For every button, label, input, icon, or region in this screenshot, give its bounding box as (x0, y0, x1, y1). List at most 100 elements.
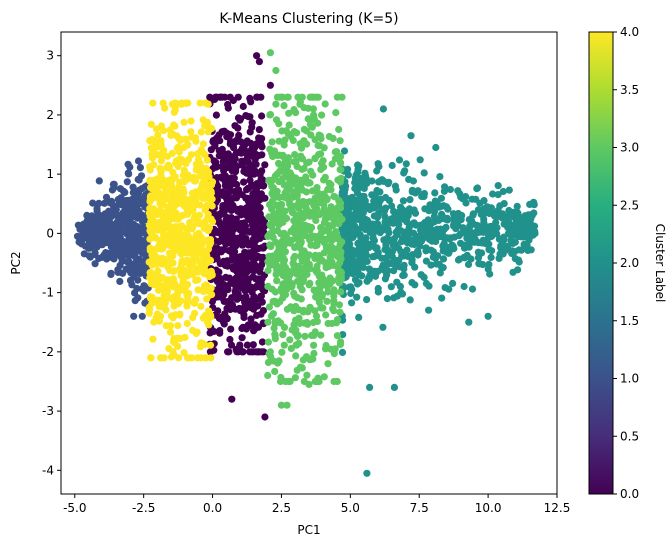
point-cluster-2 (436, 269, 444, 277)
point-cluster-3 (326, 274, 334, 282)
point-cluster-3 (288, 326, 296, 334)
point-cluster-1 (110, 180, 118, 188)
point-cluster-4 (157, 157, 165, 165)
point-cluster-3 (302, 204, 310, 212)
point-cluster-4 (157, 122, 166, 130)
point-cluster-0 (220, 127, 228, 135)
point-cluster-0 (240, 178, 248, 186)
point-cluster-4 (170, 283, 178, 291)
point-cluster-2 (382, 218, 390, 226)
point-cluster-3 (283, 401, 291, 409)
point-cluster-2 (427, 261, 435, 269)
point-cluster-3 (292, 341, 300, 349)
point-cluster-3 (299, 308, 307, 316)
point-cluster-2 (478, 249, 486, 257)
point-cluster-2 (436, 173, 444, 181)
point-cluster-3 (306, 116, 314, 124)
point-cluster-0 (227, 256, 235, 264)
point-cluster-2 (365, 265, 373, 273)
point-cluster-0 (241, 141, 249, 149)
point-cluster-4 (154, 296, 162, 304)
point-cluster-3 (324, 288, 332, 296)
point-cluster-2 (345, 221, 353, 229)
point-cluster-2 (462, 193, 470, 201)
point-cluster-0 (255, 58, 263, 66)
point-cluster-0 (232, 290, 240, 298)
point-cluster-4 (198, 190, 206, 199)
point-cluster-2 (408, 256, 416, 264)
point-cluster-0 (228, 395, 236, 403)
point-cluster-0 (227, 325, 235, 333)
point-cluster-0 (266, 81, 274, 89)
point-cluster-3 (314, 119, 322, 127)
point-cluster-2 (340, 147, 349, 155)
point-cluster-2 (395, 156, 404, 164)
point-cluster-2 (445, 248, 453, 256)
point-cluster-4 (174, 162, 182, 171)
point-cluster-4 (174, 300, 182, 308)
point-cluster-0 (221, 261, 229, 269)
point-cluster-3 (311, 377, 319, 386)
point-cluster-4 (170, 351, 178, 359)
point-cluster-1 (125, 257, 133, 266)
point-cluster-3 (317, 165, 325, 173)
point-cluster-2 (379, 226, 387, 234)
point-cluster-0 (231, 122, 239, 130)
point-cluster-3 (303, 318, 311, 327)
point-cluster-4 (176, 311, 184, 319)
point-cluster-0 (243, 268, 251, 276)
point-cluster-3 (273, 187, 281, 195)
point-cluster-1 (97, 224, 105, 232)
point-cluster-4 (161, 104, 169, 112)
point-cluster-3 (337, 255, 345, 263)
point-cluster-2 (402, 210, 410, 218)
point-cluster-0 (224, 104, 232, 112)
point-cluster-3 (280, 256, 289, 264)
point-cluster-2 (500, 233, 508, 241)
point-cluster-0 (246, 128, 254, 136)
point-cluster-0 (225, 274, 234, 282)
point-cluster-4 (150, 224, 158, 232)
point-cluster-3 (277, 213, 285, 221)
point-cluster-3 (315, 142, 324, 150)
point-cluster-2 (375, 163, 383, 171)
colorbar-tick-label: 0.5 (620, 429, 639, 443)
point-cluster-2 (494, 182, 502, 190)
point-cluster-1 (103, 223, 111, 231)
point-cluster-2 (361, 257, 369, 265)
x-tick-label: -5.0 (63, 501, 86, 515)
point-cluster-2 (383, 295, 391, 303)
point-cluster-3 (337, 288, 345, 296)
point-cluster-3 (275, 137, 283, 145)
point-cluster-4 (199, 116, 207, 124)
point-cluster-4 (165, 163, 173, 171)
point-cluster-2 (416, 156, 424, 164)
point-cluster-4 (167, 131, 175, 139)
point-cluster-3 (279, 331, 287, 339)
point-cluster-3 (279, 289, 287, 297)
point-cluster-4 (194, 286, 202, 294)
point-cluster-2 (388, 253, 396, 261)
point-cluster-4 (195, 211, 204, 219)
point-cluster-4 (171, 223, 179, 231)
point-cluster-3 (312, 93, 320, 101)
scatter-points (73, 49, 539, 477)
point-cluster-2 (381, 212, 389, 220)
point-cluster-2 (351, 258, 359, 266)
point-cluster-2 (347, 289, 355, 298)
point-cluster-1 (125, 170, 133, 178)
point-cluster-4 (203, 284, 212, 292)
point-cluster-3 (276, 298, 284, 306)
point-cluster-3 (279, 152, 287, 160)
point-cluster-2 (496, 202, 504, 210)
point-cluster-2 (440, 187, 448, 195)
point-cluster-3 (297, 231, 305, 239)
point-cluster-4 (187, 203, 195, 211)
point-cluster-3 (328, 160, 336, 168)
point-cluster-3 (307, 331, 316, 340)
point-cluster-4 (187, 151, 195, 159)
point-cluster-2 (395, 220, 403, 229)
point-cluster-4 (206, 124, 215, 132)
point-cluster-3 (277, 219, 285, 227)
